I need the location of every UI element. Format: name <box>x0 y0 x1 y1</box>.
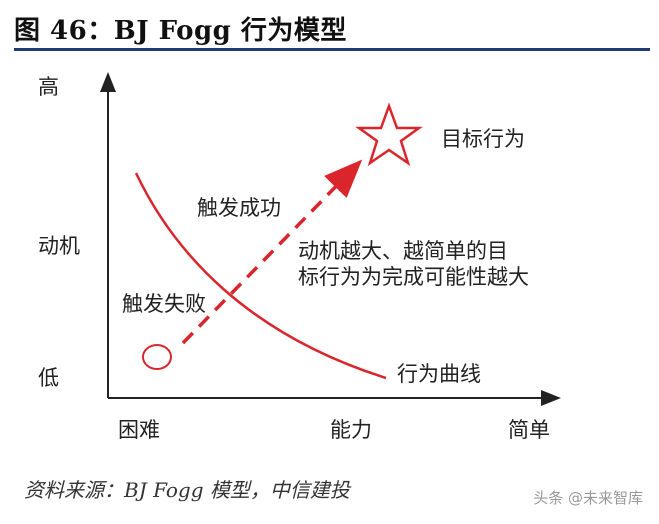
x-axis-easy-label: 简单 <box>508 418 550 442</box>
title-rule <box>14 48 650 51</box>
x-axis-title: 能力 <box>330 418 372 442</box>
annotation-line-1: 动机越大、越简单的目 <box>298 239 508 263</box>
y-axis-low-label: 低 <box>38 366 59 390</box>
y-axis-title: 动机 <box>38 234 80 258</box>
source-note: 资料来源：BJ Fogg 模型，中信建投 <box>24 478 350 502</box>
start-circle-icon <box>142 344 172 370</box>
trigger-success-label: 触发成功 <box>197 196 281 220</box>
behavior-curve <box>134 172 387 380</box>
target-behavior-label: 目标行为 <box>441 127 525 151</box>
watermark: 头条 @未来智库 <box>533 489 643 507</box>
annotation-line-2: 标行为为完成可能性越大 <box>298 265 529 289</box>
target-star-icon <box>355 102 423 167</box>
figure-title: 图 46：BJ Fogg 行为模型 <box>14 16 347 46</box>
y-axis-high-label: 高 <box>38 75 59 99</box>
behavior-curve-label: 行为曲线 <box>397 362 481 386</box>
trigger-fail-label: 触发失败 <box>122 292 206 316</box>
trajectory-dashed-arrow <box>181 159 363 345</box>
x-axis-hard-label: 困难 <box>118 418 160 442</box>
